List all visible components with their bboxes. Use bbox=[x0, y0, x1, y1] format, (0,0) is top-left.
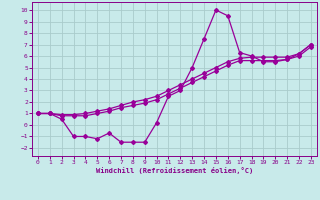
X-axis label: Windchill (Refroidissement éolien,°C): Windchill (Refroidissement éolien,°C) bbox=[96, 167, 253, 174]
